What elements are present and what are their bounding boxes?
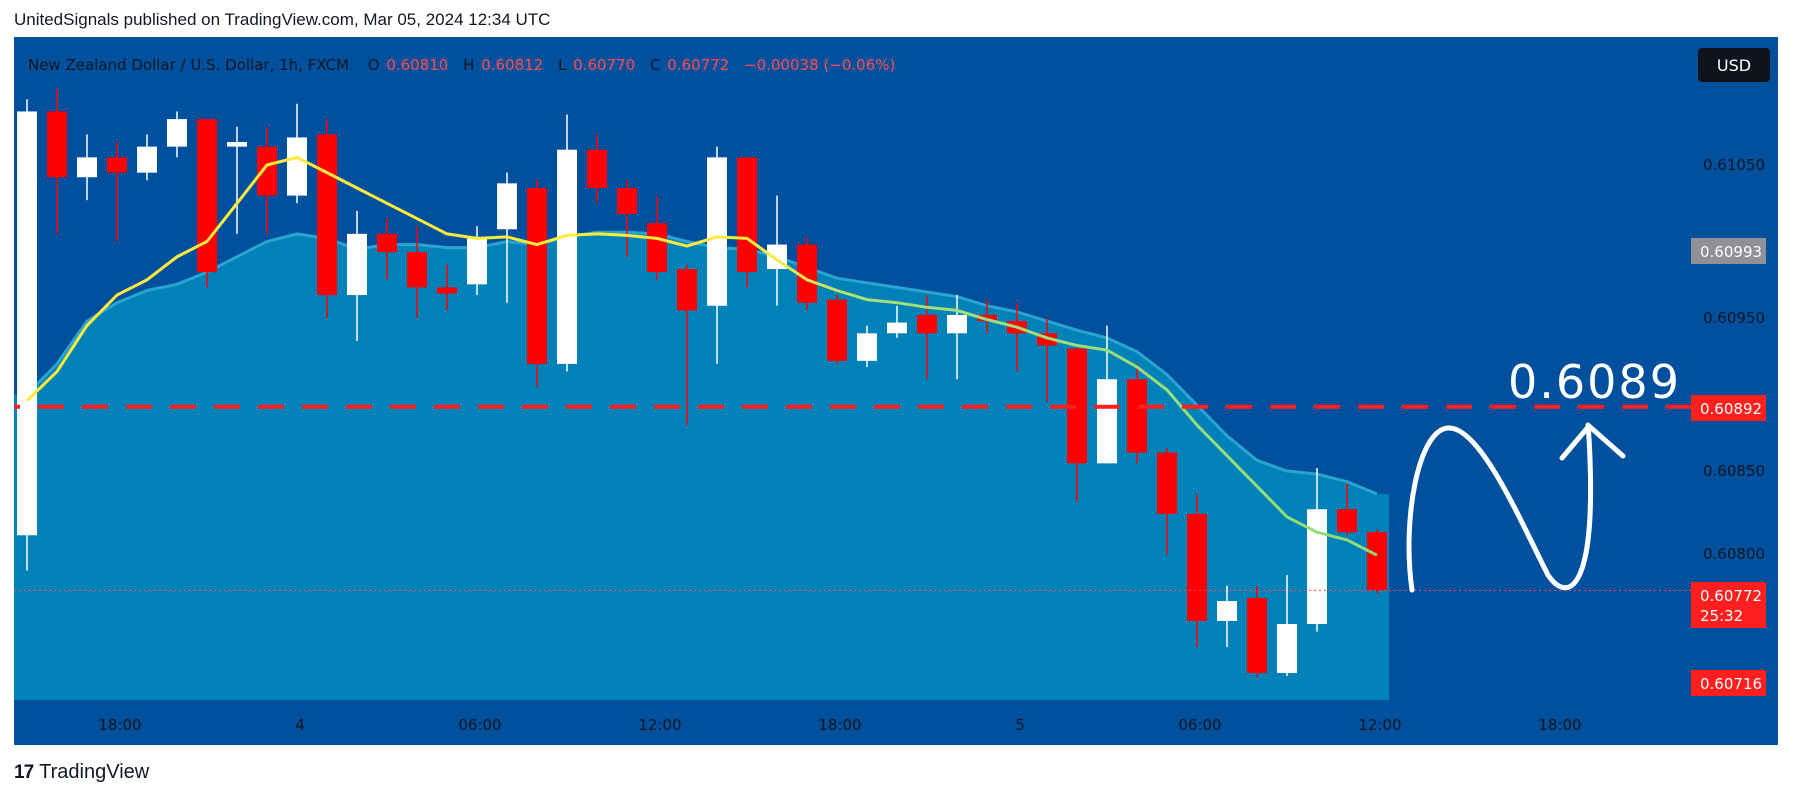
candle-bear bbox=[1247, 597, 1267, 673]
candle-bear bbox=[737, 157, 757, 273]
candle-bear bbox=[1157, 452, 1177, 514]
x-tick-label: 5 bbox=[1015, 716, 1025, 734]
low-label: L bbox=[558, 56, 567, 74]
candle-bear bbox=[47, 111, 67, 178]
svg-text:0.60993: 0.60993 bbox=[1700, 243, 1762, 261]
candle-bear bbox=[257, 146, 277, 196]
projection-arrow-path bbox=[1406, 422, 1594, 593]
high-value: 0.60812 bbox=[481, 56, 543, 74]
candle-bear bbox=[1367, 532, 1387, 591]
low-price-tag: 0.60716 bbox=[1691, 670, 1766, 696]
bar-countdown: 25:32 bbox=[1700, 607, 1743, 625]
candle-bull bbox=[17, 111, 37, 536]
currency-button[interactable]: USD bbox=[1698, 48, 1770, 82]
candle-bull bbox=[1277, 624, 1297, 673]
current-price-tag: 0.60772 25:32 bbox=[1691, 582, 1766, 628]
symbol-label: New Zealand Dollar / U.S. Dollar, 1h, FX… bbox=[28, 56, 349, 74]
open-value: 0.60810 bbox=[386, 56, 448, 74]
candle-bull bbox=[347, 233, 367, 296]
x-tick-label: 18:00 bbox=[98, 716, 141, 734]
candle-bull bbox=[227, 142, 247, 147]
candle-bull bbox=[497, 183, 517, 230]
x-tick-label: 12:00 bbox=[638, 716, 681, 734]
prev-close-tag: 0.60993 bbox=[1691, 238, 1766, 264]
candle-bull bbox=[77, 157, 97, 178]
y-tick-label: 0.60800 bbox=[1703, 545, 1765, 563]
candle-bull bbox=[1097, 379, 1117, 464]
ema-line bbox=[25, 155, 1378, 557]
x-tick-label: 18:00 bbox=[818, 716, 861, 734]
high-label: H bbox=[463, 56, 474, 74]
candle-bear bbox=[587, 149, 607, 188]
y-tick-label: 0.61050 bbox=[1703, 156, 1765, 174]
candle-bear bbox=[797, 244, 817, 303]
candle-bull bbox=[557, 149, 577, 364]
candle-bull bbox=[887, 322, 907, 334]
publish-header: UnitedSignals published on TradingView.c… bbox=[14, 10, 551, 29]
level-annotation: 0.6089 bbox=[1508, 355, 1681, 409]
candles-group bbox=[17, 88, 1387, 678]
candle-bear bbox=[827, 299, 847, 361]
candle-bull bbox=[1307, 509, 1327, 624]
change-value: −0.00038 (−0.06%) bbox=[744, 56, 895, 74]
candle-bear bbox=[527, 187, 547, 364]
ema-band-area bbox=[14, 232, 1389, 700]
candle-bear bbox=[617, 187, 637, 214]
candle-bull bbox=[137, 146, 157, 173]
y-axis[interactable]: 0.61050 0.60950 0.60850 0.60800 bbox=[1703, 156, 1765, 563]
x-tick-label: 12:00 bbox=[1358, 716, 1401, 734]
low-value: 0.60770 bbox=[573, 56, 635, 74]
candle-bull bbox=[857, 333, 877, 361]
candle-bear bbox=[377, 233, 397, 253]
candle-bear bbox=[437, 287, 457, 294]
candle-bear bbox=[107, 157, 127, 173]
projection-arrow-head bbox=[1559, 423, 1626, 461]
svg-text:0.60716: 0.60716 bbox=[1700, 675, 1762, 693]
tradingview-logo-icon: 17 bbox=[14, 761, 34, 783]
svg-text:New Zealand Dollar / U.S. Doll: New Zealand Dollar / U.S. Dollar, 1h, FX… bbox=[28, 56, 895, 74]
brand-label: TradingView bbox=[39, 761, 150, 783]
tradingview-brand[interactable]: 17 TradingView bbox=[14, 761, 149, 784]
candle-bear bbox=[1067, 348, 1087, 464]
x-tick-label: 4 bbox=[295, 716, 305, 734]
x-tick-label: 18:00 bbox=[1538, 716, 1581, 734]
y-tick-label: 0.60950 bbox=[1703, 309, 1765, 327]
level-price-tag: 0.60892 bbox=[1691, 395, 1766, 421]
candle-bear bbox=[197, 119, 217, 273]
candle-bull bbox=[467, 236, 487, 285]
candle-bear bbox=[917, 314, 937, 334]
ohlc-legend: New Zealand Dollar / U.S. Dollar, 1h, FX… bbox=[28, 56, 895, 74]
candle-bear bbox=[1337, 509, 1357, 533]
open-label: O bbox=[368, 56, 380, 74]
candle-bear bbox=[677, 269, 697, 311]
currency-label: USD bbox=[1717, 56, 1751, 75]
candle-bear bbox=[407, 252, 427, 288]
candle-bear bbox=[1127, 379, 1147, 453]
x-tick-label: 06:00 bbox=[1178, 716, 1221, 734]
candle-bear bbox=[1187, 513, 1207, 621]
svg-text:0.60892: 0.60892 bbox=[1700, 400, 1762, 418]
candle-bear bbox=[317, 134, 337, 296]
x-axis[interactable]: 18:00 4 06:00 12:00 18:00 5 06:00 12:00 … bbox=[98, 716, 1581, 734]
candle-bull bbox=[1217, 601, 1237, 621]
candle-bull bbox=[167, 119, 187, 147]
close-label: C bbox=[650, 56, 660, 74]
close-value: 0.60772 bbox=[667, 56, 729, 74]
candle-bull bbox=[947, 314, 967, 334]
candle-bear bbox=[647, 223, 667, 273]
x-tick-label: 06:00 bbox=[458, 716, 501, 734]
candle-bull bbox=[707, 157, 727, 306]
candle-bull bbox=[287, 137, 307, 196]
y-tick-label: 0.60850 bbox=[1703, 462, 1765, 480]
svg-text:0.60772: 0.60772 bbox=[1700, 587, 1762, 605]
ema-band-upper-line bbox=[25, 230, 1378, 496]
